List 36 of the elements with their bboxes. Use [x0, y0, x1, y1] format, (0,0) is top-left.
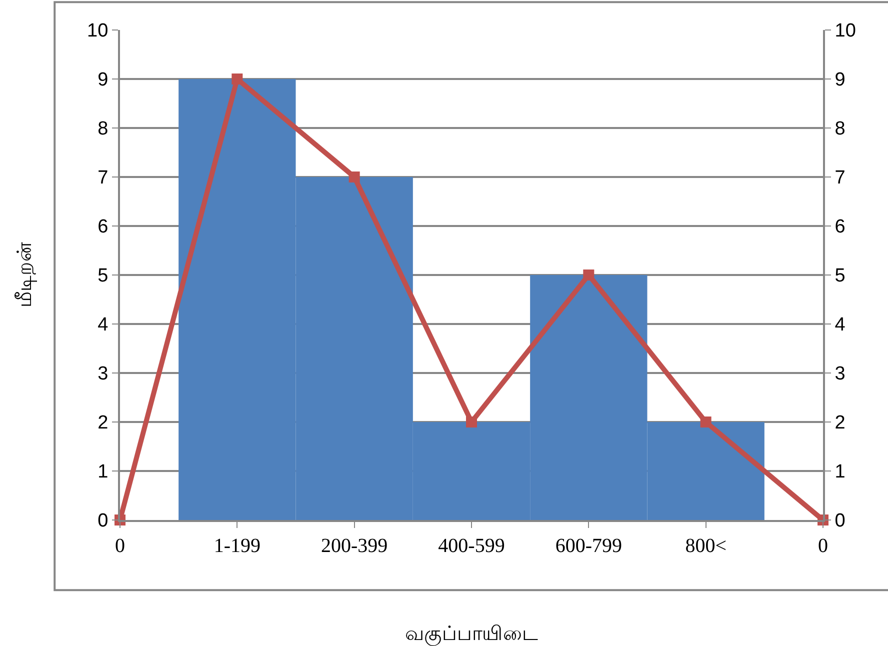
x-tick-label: 800< [685, 535, 726, 557]
point [700, 416, 712, 428]
y2-tick-label: 9 [834, 70, 846, 91]
y-axis-title: மீடிறன் [12, 242, 38, 308]
y-tick-label: 8 [98, 118, 108, 140]
x-tick-label: 0 [818, 535, 828, 557]
y-tick-label: 3 [98, 364, 108, 385]
y2-tick-label: 3 [834, 364, 846, 385]
y2-tick-label: 6 [834, 216, 846, 238]
y-tick-label: 0 [98, 510, 108, 532]
point [348, 172, 360, 182]
y2-tick-label: 1 [834, 462, 846, 483]
x-tick-label: 200-399 [320, 535, 388, 557]
y-tick-label: 4 [98, 314, 109, 336]
point [583, 270, 594, 280]
y2-tick-label: 7 [834, 168, 846, 189]
x-tick-label: 1-199 [214, 535, 261, 557]
point [466, 416, 477, 428]
y2-tick-label: 4 [834, 314, 846, 336]
y2-tick-label: 5 [834, 266, 846, 287]
y2-tick-label: 8 [834, 118, 846, 140]
x-axis-title: வகுப்பாயிடை [405, 621, 538, 646]
y2-tick-label: 2 [834, 412, 846, 434]
x-tick-label: 0 [115, 535, 125, 557]
y-tick-label: 1 [98, 462, 108, 483]
y-tick-label: 7 [98, 168, 108, 189]
x-tick-label: 400-599 [438, 535, 505, 557]
y2-tick-label: 10 [834, 20, 856, 42]
y2-tick-label: 0 [834, 510, 846, 532]
x-tick-label: 600-799 [555, 535, 622, 557]
point [232, 74, 243, 84]
y-tick-label: 2 [98, 412, 108, 434]
y-tick-label: 5 [98, 266, 108, 287]
y-tick-label: 9 [98, 70, 108, 91]
y-tick-label: 6 [98, 216, 108, 238]
y-tick-label: 10 [87, 20, 108, 42]
